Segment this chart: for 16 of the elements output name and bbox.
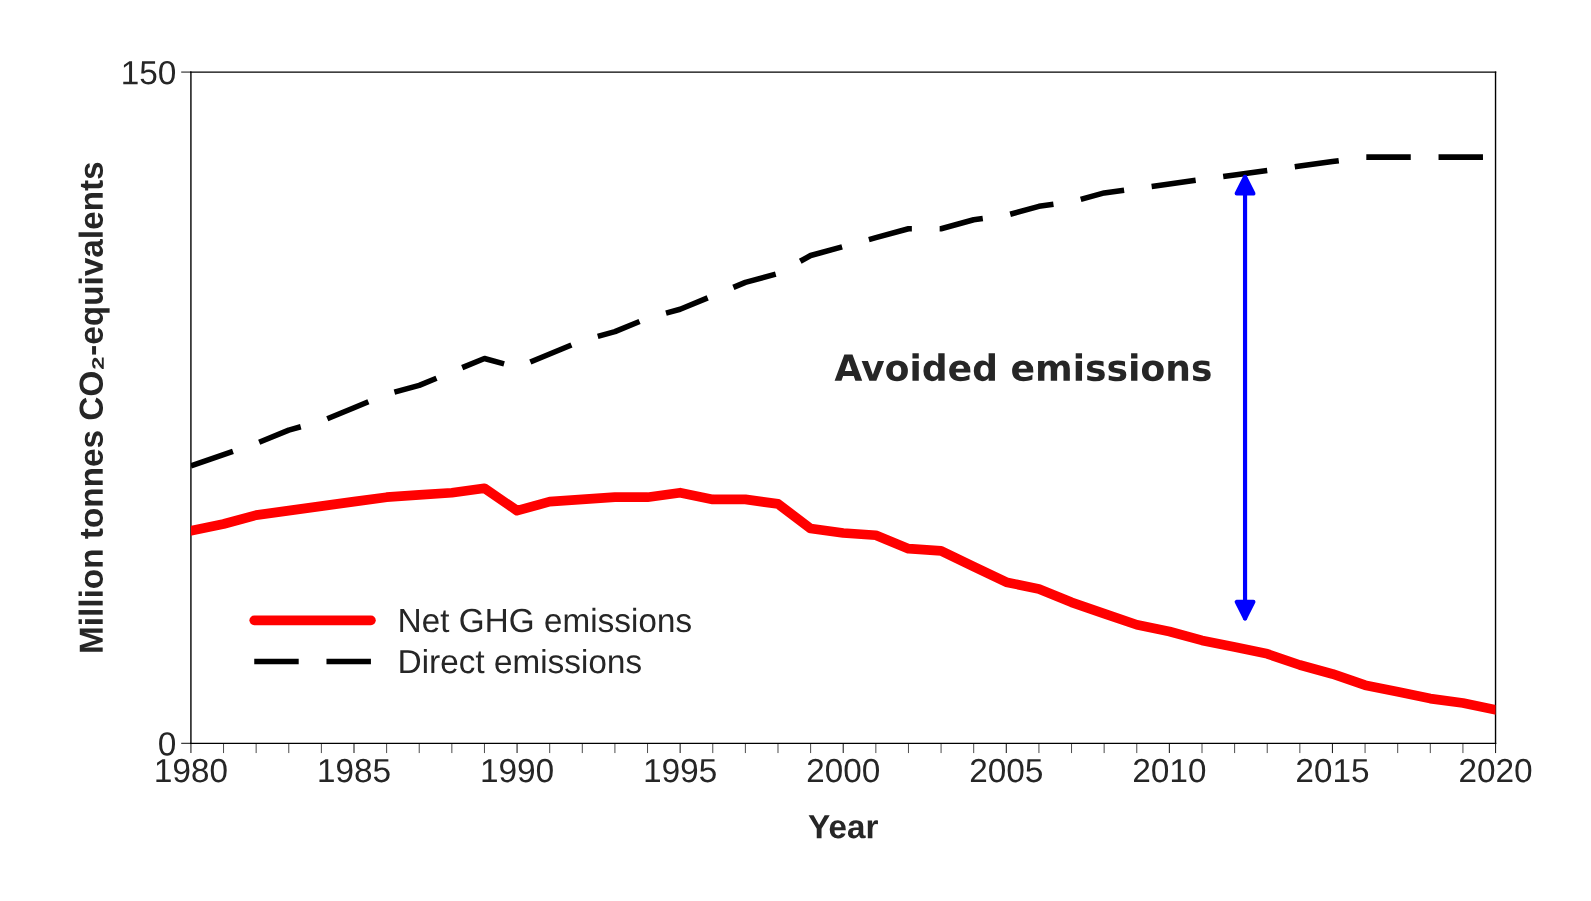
x-tick-label: 2015 [1297, 758, 1369, 783]
x-axis-title: Year [808, 815, 878, 839]
x-tick-label: 1980 [156, 758, 227, 783]
x-tick-label: 1985 [319, 758, 390, 783]
x-tick-label: 1995 [645, 758, 716, 783]
x-tick-label: 1990 [482, 758, 553, 783]
x-tick-label: 2000 [807, 758, 880, 783]
annotation: Avoided emissions [834, 353, 1211, 382]
x-tick-label: 2005 [970, 758, 1042, 783]
legend-label: Net GHG emissions [400, 607, 691, 633]
x-tick-label: 2020 [1460, 758, 1532, 783]
y-axis-title: Million tonnes CO₂-equivalents [78, 162, 110, 652]
x-tick-label: 2010 [1133, 758, 1206, 783]
y-tick-label: 0 [159, 732, 176, 756]
y-tick-label: 150 [123, 60, 176, 85]
legend-label: Direct emissions [400, 648, 641, 674]
